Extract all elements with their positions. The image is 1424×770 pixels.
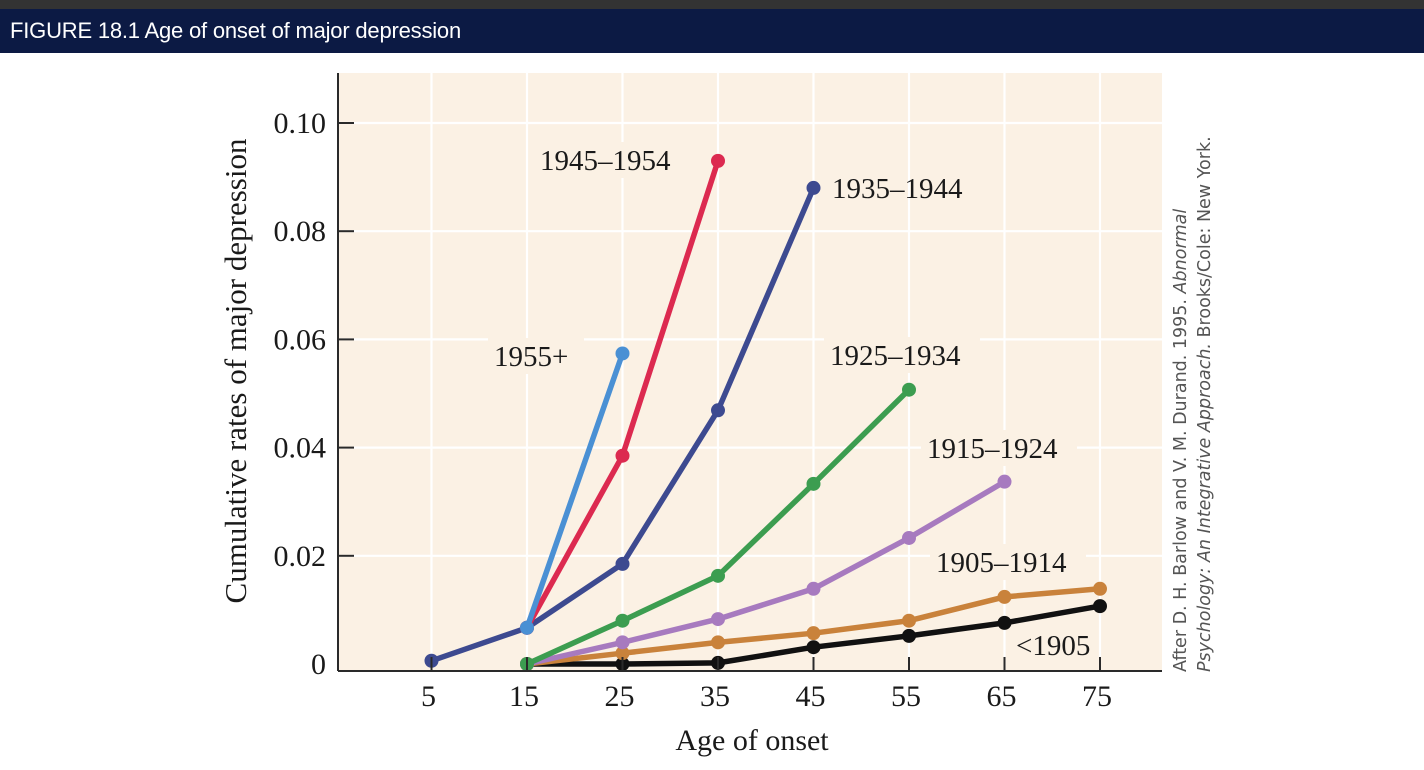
series-labels: 1955+ 1945–1954 1935–1944 1925–1934 1915–192… <box>494 145 1090 662</box>
label-background <box>488 338 584 374</box>
data-point <box>615 635 630 650</box>
label-background <box>824 337 980 373</box>
series-1925-1934 <box>520 382 916 671</box>
series-label: <1905 <box>1016 630 1090 662</box>
x-tick-label: 35 <box>700 680 730 713</box>
series-label: 1915–1924 <box>927 433 1058 465</box>
x-tick-label: 45 <box>796 680 826 713</box>
label-background <box>534 142 690 178</box>
data-point <box>902 613 916 628</box>
series-label: 1925–1934 <box>830 340 961 372</box>
figure-title-bar: FIGURE 18.1 Age of onset of major depres… <box>0 9 1424 53</box>
series-label: 1945–1954 <box>540 145 671 177</box>
x-tick-label: 5 <box>421 680 436 713</box>
credit-italic-1: Abnormal <box>1171 209 1191 295</box>
y-axis-title: Cumulative rates of major depression <box>218 138 253 603</box>
series-1955+ <box>520 346 630 635</box>
data-point <box>997 474 1012 489</box>
data-point <box>902 530 916 545</box>
y-tick-label: 0.08 <box>274 215 327 248</box>
window-top-strip <box>0 0 1424 9</box>
series-label-backgrounds <box>488 142 1086 580</box>
data-point <box>1093 599 1107 614</box>
data-point <box>806 180 821 195</box>
tick-labels: 0 0.02 0.04 0.06 0.08 0.10 5 15 25 35 45 55 65 75 <box>274 107 1113 713</box>
series-line <box>524 478 1008 667</box>
x-tick-label: 15 <box>509 680 539 713</box>
x-tick-label: 65 <box>987 680 1017 713</box>
data-point <box>902 628 916 643</box>
data-point <box>806 476 821 491</box>
y-tick-label: 0.02 <box>274 540 327 573</box>
series-group <box>424 153 1107 671</box>
axes <box>337 73 1162 672</box>
plot-background <box>338 73 1162 671</box>
y-tick-label: 0.10 <box>274 107 327 140</box>
data-point <box>711 153 725 168</box>
data-point <box>902 382 916 397</box>
x-tick-label: 75 <box>1082 680 1112 713</box>
y-tick-label: 0 <box>311 648 326 681</box>
source-credit-line-2: Psychology: An Integrative Approach. Bro… <box>1195 136 1215 672</box>
data-point <box>711 568 725 583</box>
series-label: 1955+ <box>494 341 568 373</box>
credit-suffix: Brooks/Cole: New York. <box>1195 136 1215 343</box>
series-label: 1935–1944 <box>832 173 963 205</box>
data-point <box>806 626 821 641</box>
x-tick-label: 25 <box>605 680 635 713</box>
y-tick-label: 0.06 <box>274 323 327 356</box>
credit-italic-2: Psychology: An Integrative Approach. <box>1195 343 1215 672</box>
data-point <box>615 613 630 628</box>
data-point <box>711 612 725 627</box>
data-point <box>806 581 821 596</box>
data-point <box>615 346 630 361</box>
figure-title: FIGURE 18.1 Age of onset of major depres… <box>10 18 461 43</box>
credit-prefix: After D. H. Barlow and V. M. Durand. 199… <box>1171 293 1191 672</box>
data-point <box>806 640 821 655</box>
data-point <box>997 615 1012 630</box>
data-point <box>711 635 725 650</box>
data-point <box>711 403 725 418</box>
series-line <box>524 350 626 631</box>
series-label: 1905–1914 <box>936 547 1067 579</box>
x-tick-label: 55 <box>891 680 921 713</box>
data-point <box>1093 581 1107 596</box>
x-axis-title: Age of onset <box>675 724 829 757</box>
y-tick-label: 0.04 <box>274 432 327 465</box>
data-point <box>615 646 630 661</box>
data-point <box>615 556 630 571</box>
source-credit-line-1: After D. H. Barlow and V. M. Durand. 199… <box>1171 209 1191 672</box>
label-background <box>930 544 1086 580</box>
data-point <box>520 620 534 635</box>
label-background <box>921 430 1077 466</box>
data-point <box>997 589 1012 604</box>
data-point <box>615 448 630 463</box>
